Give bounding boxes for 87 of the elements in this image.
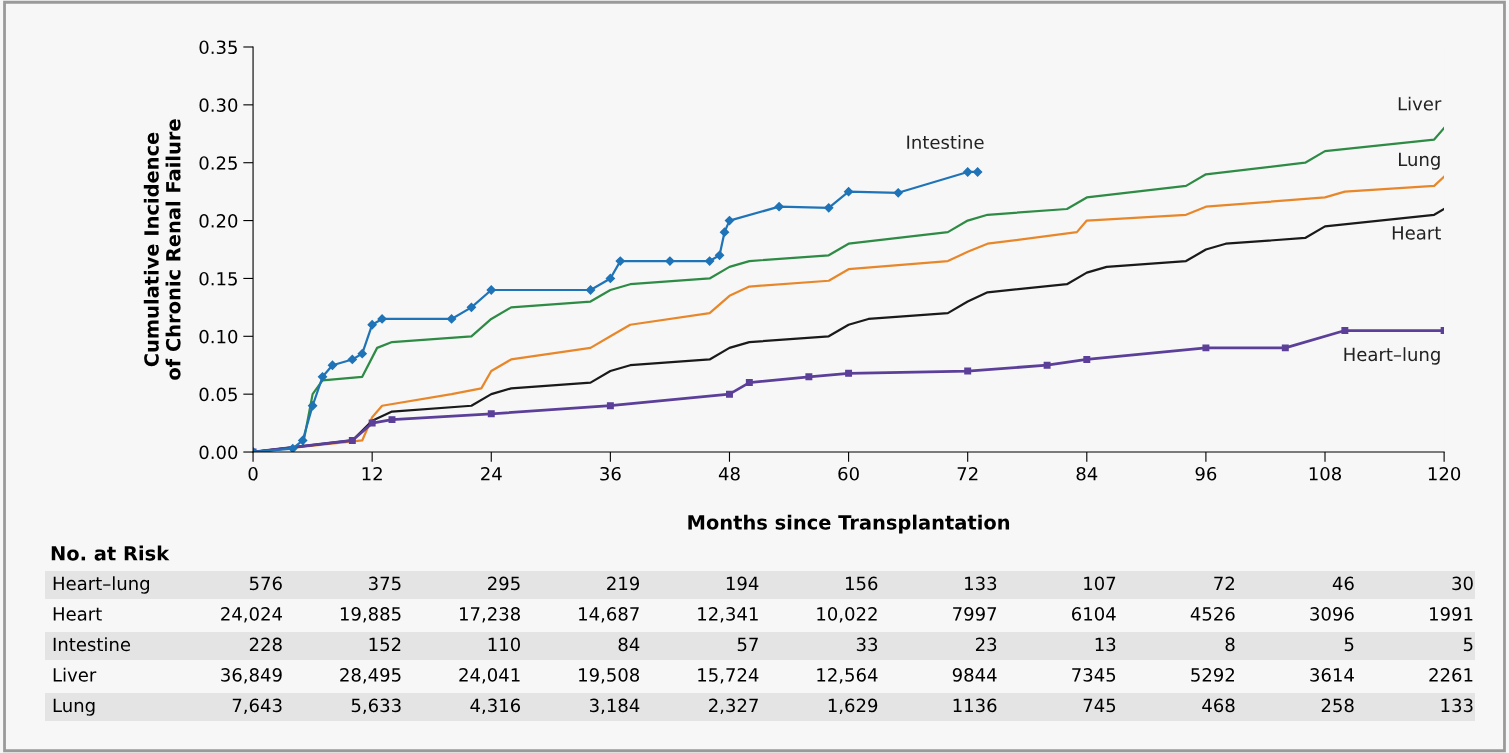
text: 745 [1083,698,1116,713]
x-axis-title: Months since Transplantation [688,514,1010,534]
series-label: Heart [1392,226,1441,240]
text: 72 [1214,576,1234,590]
text: 8 [1225,637,1235,652]
y-tick-label: 0.35 [199,40,237,55]
text: 57 [737,637,758,652]
x-tick-label: 12 [362,466,382,481]
x-tick-label: 72 [957,466,978,481]
text: 24,024 [221,607,282,623]
x-tick-label: 36 [600,466,621,481]
x-tick-label: 84 [1076,466,1098,481]
text: 375 [369,576,401,591]
x-tick-label: 96 [1195,466,1217,481]
text: 19,885 [340,607,401,623]
text: 17,238 [460,607,520,623]
text: 12,564 [817,668,878,684]
y-tick-label: 0.15 [199,271,237,286]
text: 12,341 [698,607,758,623]
text: 3,184 [589,698,640,715]
text: 228 [249,637,282,652]
text: 19,508 [579,668,640,684]
series-label: Intestine [907,135,984,150]
text: 4526 [1190,607,1235,621]
text: 2261 [1429,668,1473,682]
y-tick-label: 0.30 [199,98,238,112]
text: 133 [1441,698,1473,713]
text: 1136 [953,698,997,713]
text: 15,724 [698,668,759,684]
text: No. at Risk [51,545,170,561]
text: 23 [975,637,997,652]
text: 33 [856,637,878,652]
x-tick-label: 0 [248,466,258,481]
text: 24,041 [459,668,520,684]
x-tick-label: 48 [718,466,740,481]
text: 84 [618,637,640,652]
series-label: Lung [1399,152,1440,170]
text: 1991 [1430,607,1473,621]
text: 46 [1332,576,1354,591]
text: 30 [1452,576,1473,591]
text: 36,849 [221,668,282,684]
text: 110 [488,637,520,652]
text: 13 [1095,637,1116,652]
text: 5,633 [351,698,401,715]
series-label: Liver [1398,96,1442,111]
text: 3096 [1310,607,1354,621]
text: 9844 [952,668,997,682]
series-label: Heart–lung [1344,347,1440,365]
text: 2,327 [709,698,758,715]
text: 152 [369,637,401,652]
text: 1,629 [828,698,878,715]
x-tick-label: 24 [481,466,502,481]
y-tick-label: 0.25 [199,156,237,170]
text: 5 [1344,637,1354,652]
text: 194 [726,576,759,591]
text: 28,495 [340,668,401,684]
text: Heart–lung [53,576,149,594]
text: Intestine [53,637,131,652]
text: 7,643 [232,698,282,715]
x-tick-label: 108 [1309,466,1341,481]
text: 14,687 [579,607,639,623]
text: 3614 [1310,668,1354,682]
text: Heart [53,607,102,621]
text: 7997 [953,607,997,621]
text: 468 [1202,698,1235,713]
text: Lung [53,698,95,716]
text: 133 [965,576,997,591]
text: 7345 [1072,668,1116,682]
x-tick-label: 60 [838,466,859,481]
text: 219 [607,576,640,591]
y-tick-label: 0.05 [199,387,237,402]
y-tick-label: 0.10 [199,329,238,344]
text: 156 [846,576,878,591]
text: 107 [1084,576,1116,591]
text: 10,022 [817,607,877,623]
text: 5292 [1191,668,1234,682]
y-axis-title: Cumulative Incidence of Chronic Renal Failure [143,119,181,380]
y-tick-label: 0.00 [199,445,238,460]
text: 4,316 [470,698,521,715]
text: Liver [53,667,97,682]
y-tick-label: 0.20 [199,214,238,228]
x-tick-label: 120 [1428,466,1461,481]
text: 6104 [1072,607,1116,621]
text: 295 [488,576,520,591]
text: 576 [249,576,282,591]
text: 5 [1463,637,1473,652]
text: 258 [1321,698,1354,713]
